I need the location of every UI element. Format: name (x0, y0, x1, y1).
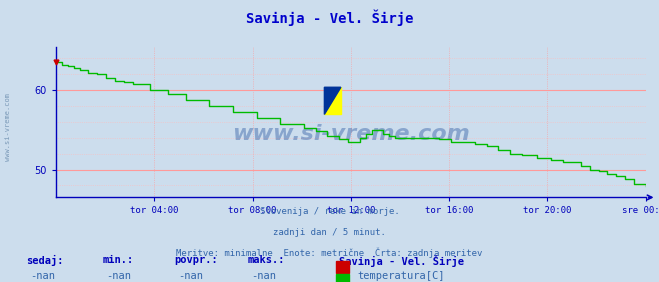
Text: min.:: min.: (102, 255, 133, 265)
Text: -nan: -nan (106, 271, 131, 281)
Text: temperatura[C]: temperatura[C] (358, 271, 445, 281)
Text: Slovenija / reke in morje.: Slovenija / reke in morje. (260, 207, 399, 216)
Polygon shape (324, 87, 341, 114)
Text: Savinja - Vel. Širje: Savinja - Vel. Širje (246, 10, 413, 27)
Text: -nan: -nan (179, 271, 204, 281)
Text: povpr.:: povpr.: (175, 255, 218, 265)
Text: Meritve: minimalne  Enote: metrične  Črta: zadnja meritev: Meritve: minimalne Enote: metrične Črta:… (177, 248, 482, 258)
Text: Savinja - Vel. Širje: Savinja - Vel. Širje (339, 255, 465, 267)
Text: www.si-vreme.com: www.si-vreme.com (5, 93, 11, 161)
Text: -nan: -nan (251, 271, 276, 281)
Text: zadnji dan / 5 minut.: zadnji dan / 5 minut. (273, 228, 386, 237)
Text: www.si-vreme.com: www.si-vreme.com (232, 124, 470, 144)
Polygon shape (324, 87, 341, 114)
Text: -nan: -nan (30, 271, 55, 281)
Text: maks.:: maks.: (247, 255, 285, 265)
Text: sedaj:: sedaj: (26, 255, 64, 266)
